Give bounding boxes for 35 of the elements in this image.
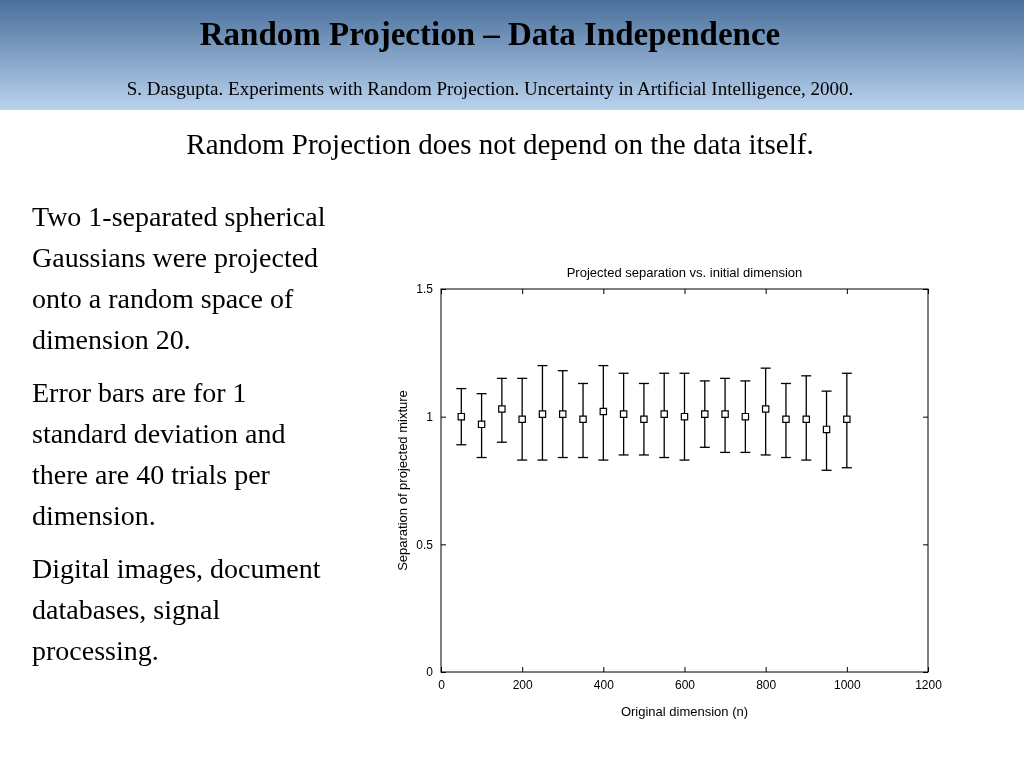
point (619, 410, 628, 418)
point (640, 415, 648, 423)
point (498, 405, 506, 413)
x-tick-label: 600 (674, 677, 696, 692)
point (660, 410, 668, 418)
point (721, 410, 729, 418)
text: Random Projection does not depend on the data itself. (185, 128, 815, 161)
point (843, 415, 851, 423)
point (579, 415, 587, 423)
y-tick-label: 0.5 (416, 537, 434, 552)
x-tick-label: 0 (438, 677, 446, 692)
text: Projected separation vs. initial dimension (566, 265, 803, 280)
point (457, 412, 466, 421)
point (518, 415, 526, 423)
y-axis-title: Separation of projected mixture (395, 390, 410, 571)
point (558, 410, 567, 418)
x-tick-label: 800 (756, 677, 777, 692)
y-tick-label: 0 (426, 665, 434, 680)
chart-title: Random Projection – Data Independence (198, 16, 782, 53)
x-tick-label: 1000 (833, 677, 861, 692)
text: Two 1-separated spherical Gaussians were projected onto a random space of dimension 20. (32, 200, 327, 357)
text: Digital images, document databases, signal processing. (32, 552, 322, 668)
point (802, 415, 811, 423)
x-tick-label: 400 (593, 677, 615, 692)
text: Error bars are for 1 standard deviation and there are 40 trials per dimension. (32, 376, 287, 533)
point (701, 410, 709, 418)
y-tick-label: 1 (426, 410, 434, 425)
x-tick-label: 200 (512, 677, 533, 692)
chart-subtitle: S. Dasgupta. Experiments with Random Projection. Uncertainty in Artificial Intelligence, 2000. (125, 78, 855, 100)
x-axis-title: Original dimension (n) (620, 704, 749, 719)
point (761, 405, 770, 413)
y-tick-label: 1.5 (416, 282, 434, 297)
x-tick-label: 1200 (915, 677, 943, 692)
point (782, 415, 790, 423)
point (538, 410, 547, 418)
